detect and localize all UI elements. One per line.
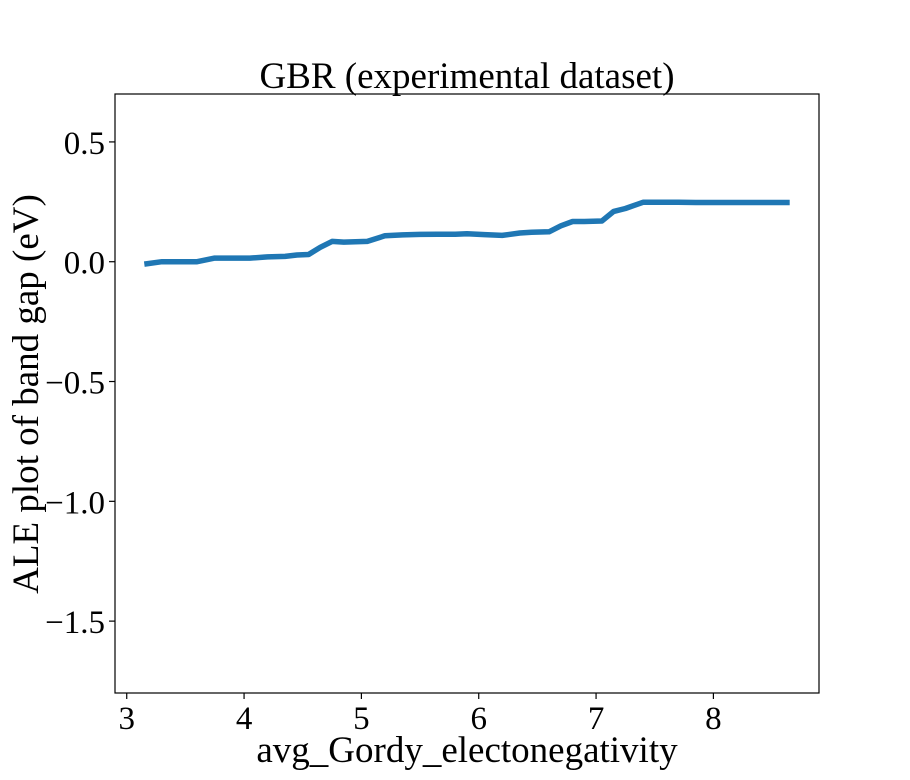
y-tick-label: −1.0 [45, 485, 105, 521]
x-axis-ticks: 3 4 5 6 7 8 [118, 693, 722, 737]
x-tick-label: 6 [470, 701, 487, 737]
x-tick-label: 8 [705, 701, 722, 737]
y-axis-label: ALE plot of band gap (eV) [6, 194, 47, 594]
plot-area-frame [114, 93, 820, 694]
x-tick-label: 4 [236, 701, 253, 737]
x-tick-label: 3 [118, 701, 135, 737]
y-tick-label: 0.0 [64, 246, 105, 282]
y-axis-ticks: 0.5 0.0 −0.5 −1.0 −1.5 [45, 126, 115, 641]
x-tick-label: 7 [588, 701, 605, 737]
y-tick-label: −1.5 [45, 605, 105, 641]
y-tick-label: 0.5 [64, 126, 105, 162]
chart-title: GBR (experimental dataset) [259, 56, 674, 97]
x-axis-label: avg_Gordy_electonegativity [256, 730, 678, 771]
y-tick-label: −0.5 [45, 366, 105, 402]
x-tick-label: 5 [353, 701, 370, 737]
series-layer [143, 199, 790, 267]
series-line [143, 199, 790, 267]
